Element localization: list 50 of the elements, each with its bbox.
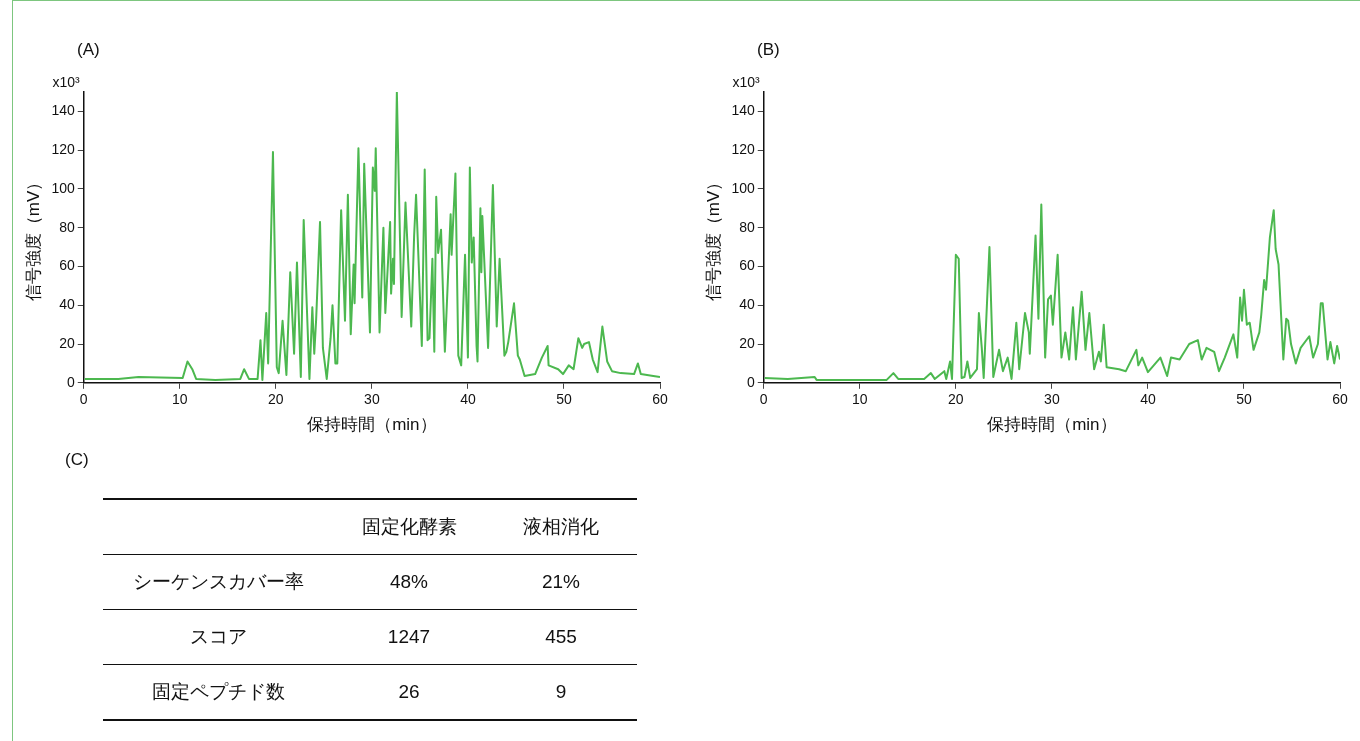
y-tick-label: 40 bbox=[739, 296, 755, 313]
x-tick-label: 20 bbox=[948, 391, 964, 408]
data-label: 1247 bbox=[386, 625, 432, 649]
x-tick-label: 10 bbox=[172, 391, 188, 408]
x-tick-label: 50 bbox=[1236, 391, 1252, 408]
data-label: 455 bbox=[544, 625, 578, 649]
category-label: スコア bbox=[188, 625, 248, 649]
category-label: 固定ペプチド数 bbox=[150, 680, 286, 704]
y-tick-label: 80 bbox=[739, 218, 755, 235]
y-tick-label: 100 bbox=[731, 179, 755, 196]
data-label: 21% bbox=[541, 570, 581, 594]
x-tick-label: 20 bbox=[268, 391, 284, 408]
x-tick-label: 30 bbox=[1044, 391, 1060, 408]
chart-title: (A) bbox=[77, 40, 100, 60]
y-tick-label: 140 bbox=[731, 102, 755, 119]
x-axis-title: 保持時間（min） bbox=[307, 415, 437, 435]
x-tick-label: 60 bbox=[652, 391, 668, 408]
y-axis-title: 信号強度（mV） bbox=[23, 173, 43, 302]
x-tick-label: 60 bbox=[1332, 391, 1348, 408]
data-label: 48% bbox=[389, 570, 429, 594]
y-tick-label: 0 bbox=[66, 373, 75, 390]
y-tick-label: 60 bbox=[59, 257, 75, 274]
y-tick-label: 20 bbox=[59, 334, 75, 351]
x-tick-label: 40 bbox=[460, 391, 476, 408]
y-axis-title: 信号強度（mV） bbox=[703, 173, 723, 302]
x-tick-label: 0 bbox=[759, 391, 768, 408]
text: x10³ bbox=[732, 73, 761, 90]
y-tick-label: 60 bbox=[739, 257, 755, 274]
y-tick-label: 120 bbox=[51, 141, 75, 158]
text: x10³ bbox=[52, 73, 81, 90]
y-tick-label: 20 bbox=[739, 334, 755, 351]
data-label: 9 bbox=[554, 680, 568, 704]
y-tick-label: 80 bbox=[59, 218, 75, 235]
y-tick-label: 100 bbox=[51, 179, 75, 196]
x-tick-label: 10 bbox=[852, 391, 868, 408]
chart-title: (B) bbox=[757, 40, 780, 60]
text: 固定化酵素 bbox=[360, 515, 458, 539]
x-axis-title: 保持時間（min） bbox=[987, 415, 1117, 435]
category-label: シーケンスカバー率 bbox=[131, 570, 305, 594]
y-tick-label: 40 bbox=[59, 296, 75, 313]
y-tick-label: 140 bbox=[51, 102, 75, 119]
x-tick-label: 50 bbox=[556, 391, 572, 408]
text: (C) bbox=[65, 450, 89, 470]
x-tick-label: 40 bbox=[1140, 391, 1156, 408]
x-tick-label: 30 bbox=[364, 391, 380, 408]
x-tick-label: 0 bbox=[79, 391, 88, 408]
text: 液相消化 bbox=[522, 515, 600, 539]
y-tick-label: 0 bbox=[746, 373, 755, 390]
data-label: 26 bbox=[397, 680, 421, 704]
y-tick-label: 120 bbox=[731, 141, 755, 158]
